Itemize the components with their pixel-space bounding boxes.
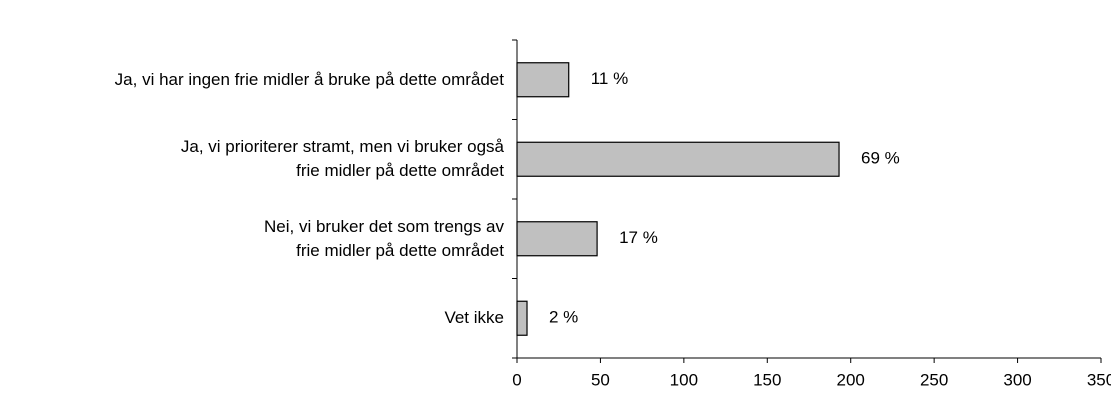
x-tick-label: 150 (753, 370, 781, 389)
category-label: Ja, vi prioriterer stramt, men vi bruker… (180, 137, 504, 181)
bar (516, 300, 528, 336)
x-tick-label: 100 (670, 370, 698, 389)
x-tick-label: 50 (591, 370, 610, 389)
bar (516, 221, 598, 257)
value-label: 11 % (591, 69, 629, 88)
x-tick-label: 350 (1087, 370, 1111, 389)
x-tick-label: 300 (1003, 370, 1031, 389)
bar (516, 62, 570, 98)
bar (516, 141, 840, 177)
value-label: 69 % (861, 149, 900, 168)
category-label: Nei, vi bruker det som trengs av frie mi… (264, 216, 504, 260)
category-label: Ja, vi har ingen frie midler å bruke på … (114, 69, 504, 89)
x-tick-label: 0 (512, 370, 521, 389)
x-tick-label: 200 (837, 370, 865, 389)
category-label: Vet ikke (444, 308, 504, 328)
x-tick-label: 250 (920, 370, 948, 389)
value-label: 17 % (619, 228, 658, 247)
value-label: 2 % (549, 308, 578, 327)
